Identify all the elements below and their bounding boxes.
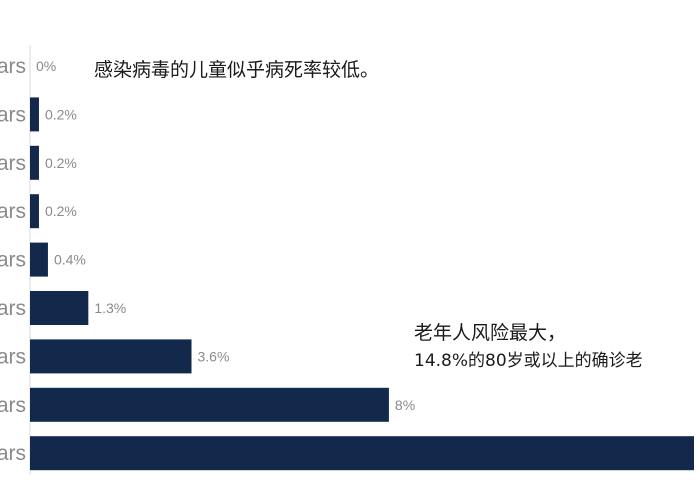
annotation-elderly-risk-line1: 老年人风险最大，: [414, 322, 567, 344]
value-label: 0.2%: [45, 203, 77, 219]
annotation-elderly-risk-line2: 14.8%的80岁或以上的确诊老: [414, 351, 643, 371]
value-label: 0.2%: [45, 106, 77, 122]
category-label: ars: [0, 55, 26, 78]
value-label: 0%: [36, 58, 56, 74]
category-label: ars: [0, 394, 26, 417]
bar: [30, 145, 39, 180]
bar: [30, 436, 694, 471]
bar: [30, 291, 89, 325]
value-label: 1.3%: [94, 300, 126, 316]
value-label: 3.6%: [198, 348, 230, 364]
bar: [30, 339, 192, 374]
category-label: ars: [0, 442, 26, 465]
bar: [30, 97, 39, 132]
value-label: 0.4%: [54, 252, 86, 268]
category-label: ars: [0, 200, 26, 223]
row-labels-group: ars ars ars ars ars ars ars ars ars: [0, 55, 26, 465]
category-label: ars: [0, 152, 26, 175]
value-label: 0.2%: [45, 155, 77, 171]
category-label: ars: [0, 249, 26, 272]
value-label: 8%: [395, 397, 415, 413]
bar: [30, 387, 389, 422]
bar: [30, 194, 39, 229]
value-labels-group: 0% 0.2% 0.2% 0.2% 0.4% 1.3% 3.6% 8%: [36, 58, 415, 413]
category-label: ars: [0, 103, 26, 126]
bar: [30, 242, 48, 277]
category-label: ars: [0, 345, 26, 368]
annotation-low-child-mortality: 感染病毒的儿童似乎病死率较低。: [94, 59, 380, 81]
category-label: ars: [0, 297, 26, 320]
bars-group: [30, 97, 694, 471]
